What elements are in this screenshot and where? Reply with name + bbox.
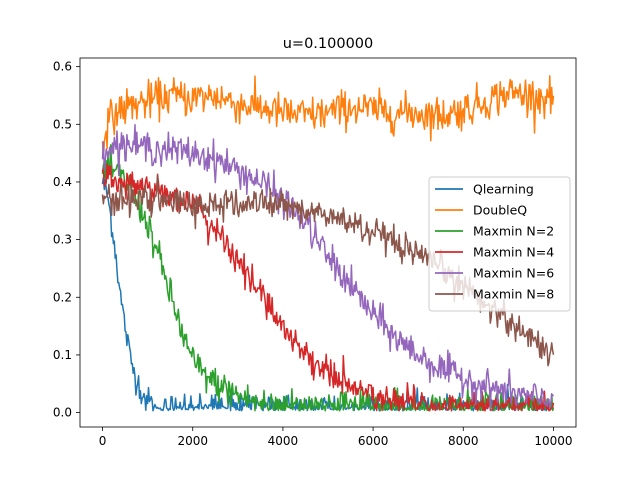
legend-label: Maxmin N=2 [473, 224, 554, 239]
y-tick-label: 0.4 [53, 175, 72, 189]
axes-frame [79, 57, 577, 428]
legend-box [428, 176, 571, 312]
x-tick-label: 0 [99, 434, 107, 448]
legend-label: DoubleQ [473, 203, 527, 218]
x-tick-label: 6000 [358, 434, 389, 448]
x-tick-label: 4000 [268, 434, 299, 448]
series-line-4 [101, 123, 555, 410]
y-tick-label: 0.1 [53, 348, 72, 362]
series-line-1 [101, 75, 555, 160]
chart-title: u=0.100000 [283, 36, 374, 52]
axes: 0 2000 4000 6000 8000 10000 0.0 0.1 0.2 0.3 0.4 0.5… [53, 57, 577, 448]
legend-label: Maxmin N=4 [473, 245, 554, 260]
series-line-3 [101, 163, 555, 412]
legend: Qlearning DoubleQ Maxmin N=2 Maxmin N=4 Maxm… [428, 176, 571, 312]
y-tick-label: 0.6 [53, 60, 72, 74]
legend-label: Maxmin N=8 [473, 287, 554, 302]
y-tick-label: 0.0 [53, 406, 72, 420]
y-tick-label: 0.3 [53, 233, 72, 247]
legend-label: Maxmin N=6 [473, 266, 554, 281]
x-tick-label: 10000 [534, 434, 572, 448]
x-tick-label: 2000 [177, 434, 208, 448]
y-tick-label: 0.5 [53, 117, 72, 131]
legend-label: Qlearning [473, 182, 534, 197]
x-tick-label: 8000 [448, 434, 479, 448]
series-line-2 [101, 144, 555, 412]
plot-lines [101, 75, 555, 412]
y-tick-label: 0.2 [53, 290, 72, 304]
